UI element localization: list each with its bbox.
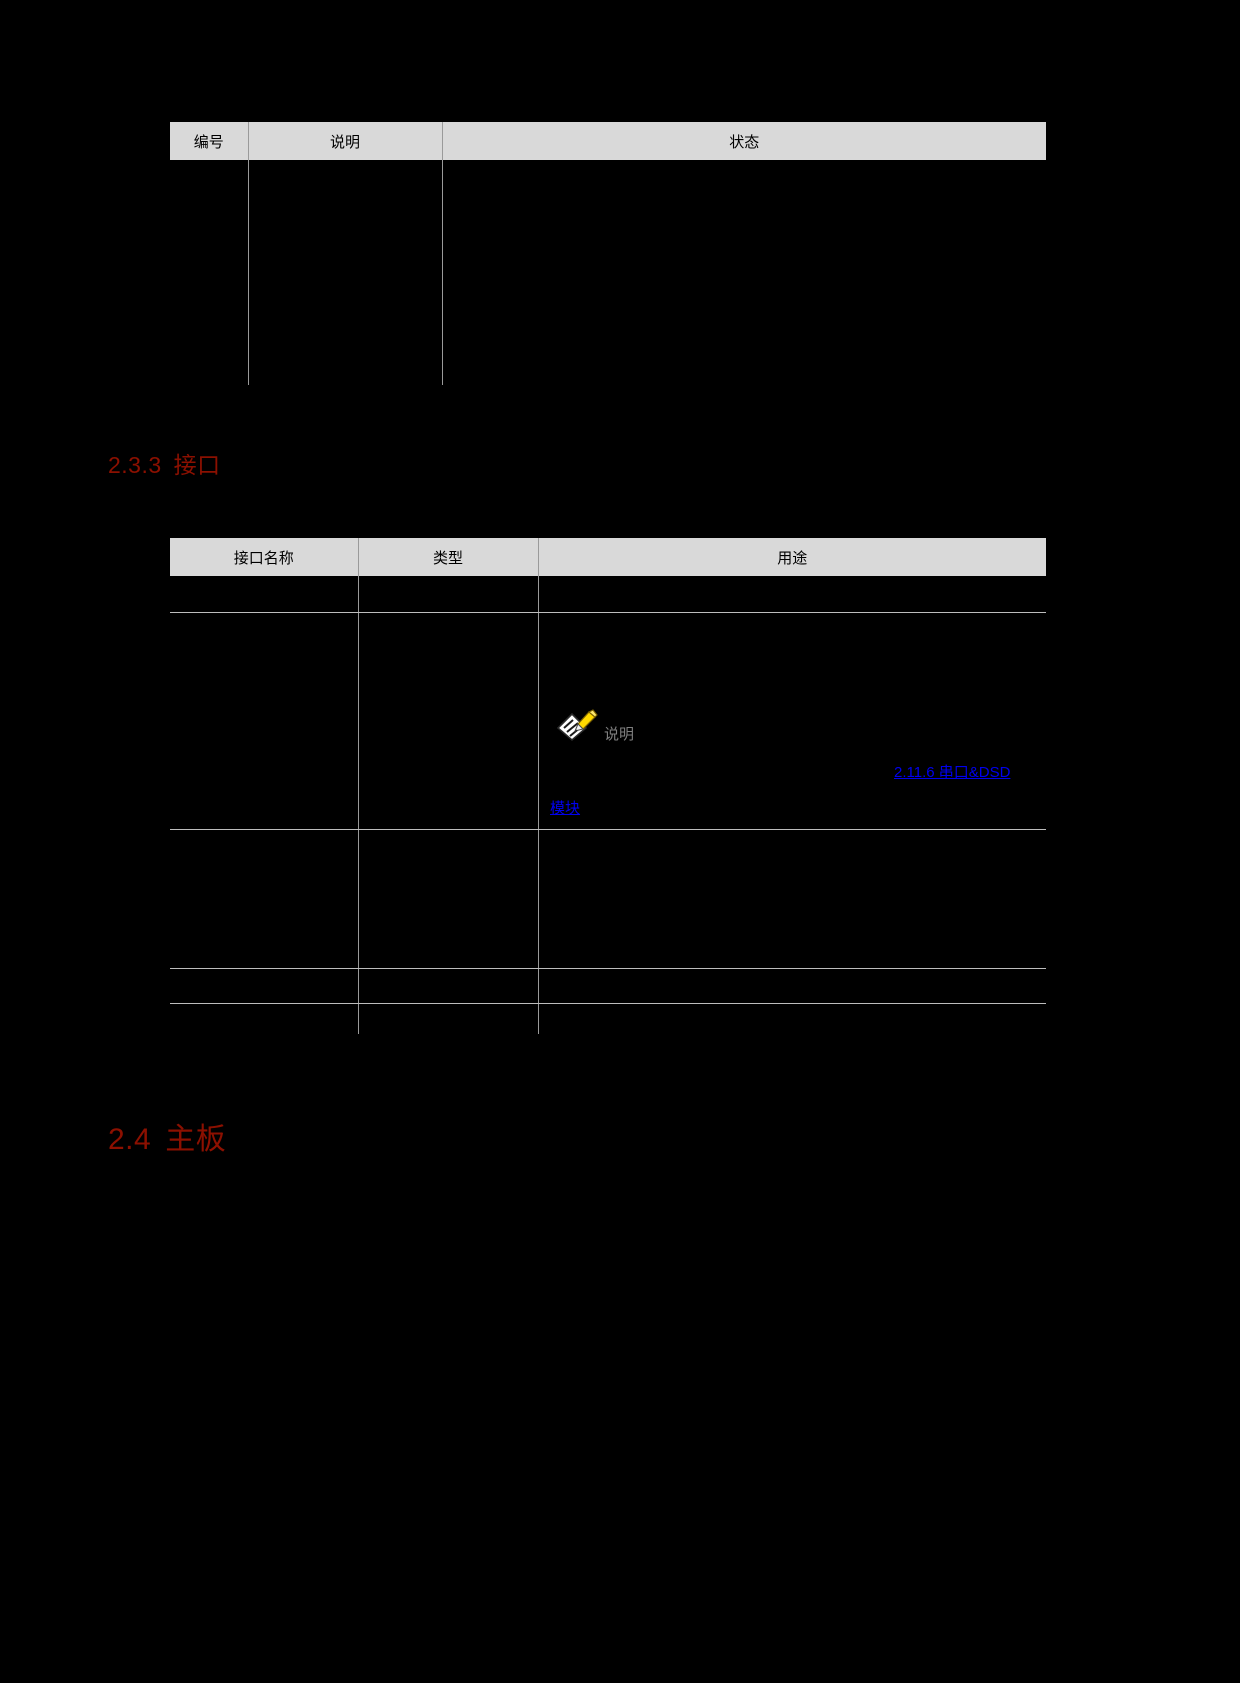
- table-row: [170, 968, 1046, 1004]
- table-row: [170, 160, 1046, 385]
- cell-interface-name: [170, 1003, 359, 1034]
- section-number: 2.4: [108, 1123, 152, 1156]
- table-header-row: 接口名称 类型 用途: [170, 538, 1046, 576]
- cell-type: [358, 829, 539, 969]
- cell-interface-name: [170, 612, 359, 830]
- note-pencil-icon: [556, 708, 598, 742]
- status-table: 编号 说明 状态: [170, 122, 1046, 385]
- table-row: [170, 612, 1046, 830]
- cell-purpose: [538, 968, 1046, 1004]
- note-block: 说明: [556, 708, 635, 743]
- column-header-type: 类型: [357, 538, 539, 576]
- note-label: 说明: [604, 726, 635, 743]
- cell-status: [442, 160, 1046, 385]
- section-title: 主板: [165, 1123, 227, 1156]
- cell-desc: [248, 160, 443, 385]
- column-header-interface-name: 接口名称: [170, 538, 359, 576]
- cell-interface-name: [170, 576, 359, 613]
- cell-type: [358, 576, 539, 613]
- cross-reference-link-line1[interactable]: 2.11.6 串口&DSD: [894, 764, 1011, 781]
- column-header-id: 编号: [170, 122, 249, 160]
- interface-table: 接口名称 类型 用途: [170, 538, 1046, 1034]
- cell-id: [170, 160, 249, 385]
- column-header-desc: 说明: [247, 122, 443, 160]
- column-header-purpose: 用途: [537, 538, 1046, 576]
- cell-type: [358, 968, 539, 1004]
- cell-interface-name: [170, 968, 359, 1004]
- cell-purpose: [538, 1004, 1046, 1035]
- cell-purpose: [538, 576, 1046, 613]
- section-heading-2-3-3: 2.3.3 接口: [108, 446, 221, 480]
- section-heading-2-4: 2.4 主板: [108, 1114, 226, 1158]
- cross-reference-link-line2[interactable]: 模块: [550, 800, 581, 817]
- section-title: 接口: [173, 452, 221, 478]
- section-number: 2.3.3: [108, 452, 162, 478]
- table-row: [170, 829, 1046, 969]
- table-row: [170, 576, 1046, 613]
- cell-type: [358, 1003, 539, 1034]
- table-row: [170, 1003, 1046, 1035]
- table-header-row: 编号 说明 状态: [170, 122, 1046, 160]
- cell-purpose: [538, 612, 1046, 830]
- cell-type: [358, 612, 539, 830]
- cell-purpose: [538, 829, 1046, 969]
- column-header-status: 状态: [441, 122, 1046, 160]
- cell-interface-name: [170, 829, 359, 969]
